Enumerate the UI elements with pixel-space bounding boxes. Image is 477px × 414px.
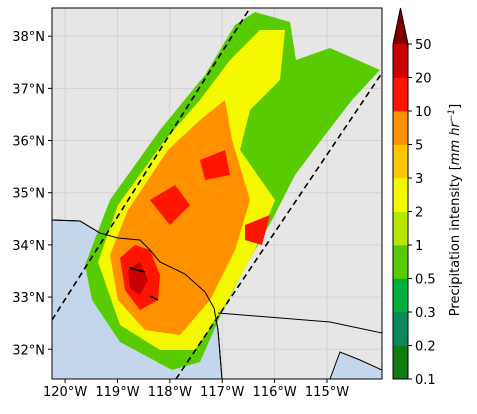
precipitation xyxy=(85,12,380,370)
colorbar-swatch xyxy=(393,245,408,279)
x-tick-label: 116°W xyxy=(253,385,297,400)
x-tick-label: 119°W xyxy=(95,385,139,400)
colorbar-tick-label: 3 xyxy=(415,172,423,187)
y-tick-label: 32°N xyxy=(12,343,45,358)
border xyxy=(217,312,382,334)
swath-edge xyxy=(52,8,251,321)
label-text: Precipitation intensity [ xyxy=(448,165,463,316)
label-units: mm hr xyxy=(448,121,463,166)
colorbar-tick-label: 0.1 xyxy=(415,373,436,388)
gulf xyxy=(329,351,382,379)
colorbar-label: Precipitation intensity [mm hr−1] xyxy=(447,104,463,316)
y-tick-label: 36°N xyxy=(12,135,45,150)
colorbar-tick-label: 2 xyxy=(415,206,423,221)
y-tick-label: 38°N xyxy=(12,30,45,45)
colorbar-tick-label: 0.3 xyxy=(415,306,436,321)
swath-edge xyxy=(175,71,382,379)
colorbar-tick-label: 0.5 xyxy=(415,273,436,288)
colorbar-swatch xyxy=(393,345,408,380)
precip-intense xyxy=(150,150,270,245)
island xyxy=(129,267,159,301)
y-tick-label: 33°N xyxy=(12,291,45,306)
y-tick-label: 35°N xyxy=(12,187,45,202)
label-text: ] xyxy=(448,104,463,109)
colorbar: 0.1 0.2 0.3 0.5 1 2 3 5 10 20 50 xyxy=(392,7,436,388)
colorbar-tick-label: 10 xyxy=(415,105,432,120)
map-layer xyxy=(52,8,382,379)
colorbar-tick-label: 5 xyxy=(415,139,423,154)
label-exponent: −1 xyxy=(447,109,457,122)
colorbar-extend xyxy=(393,8,408,44)
map-frame xyxy=(51,7,383,380)
colorbar-tick-label: 1 xyxy=(415,239,423,254)
colorbar-tick-label: 50 xyxy=(415,38,432,53)
colorbar-swatch xyxy=(393,77,408,112)
colorbar-swatch xyxy=(393,144,408,179)
colorbar-swatch xyxy=(393,278,408,313)
precip-extreme xyxy=(128,262,148,295)
colorbar-tick-label: 0.2 xyxy=(415,340,436,355)
colorbar-swatch xyxy=(393,111,408,145)
y-tick-label: 34°N xyxy=(12,239,45,254)
colorbar-tick-label: 20 xyxy=(415,72,432,87)
x-tick-label: 120°W xyxy=(43,385,87,400)
x-tick-label: 115°W xyxy=(305,385,349,400)
x-tick-label: 118°W xyxy=(148,385,192,400)
colorbar-swatch xyxy=(393,312,408,346)
colorbar-swatch xyxy=(393,44,408,78)
colorbar-swatch xyxy=(393,211,408,246)
colorbar-swatch xyxy=(393,178,408,212)
axes: 120°W 119°W 118°W 117°W 116°W 115°W 32°N 33°N 34… xyxy=(12,30,349,400)
coastline xyxy=(52,219,223,379)
y-tick-label: 37°N xyxy=(12,82,45,97)
colorbar-frame xyxy=(392,7,409,380)
x-tick-label: 117°W xyxy=(200,385,244,400)
